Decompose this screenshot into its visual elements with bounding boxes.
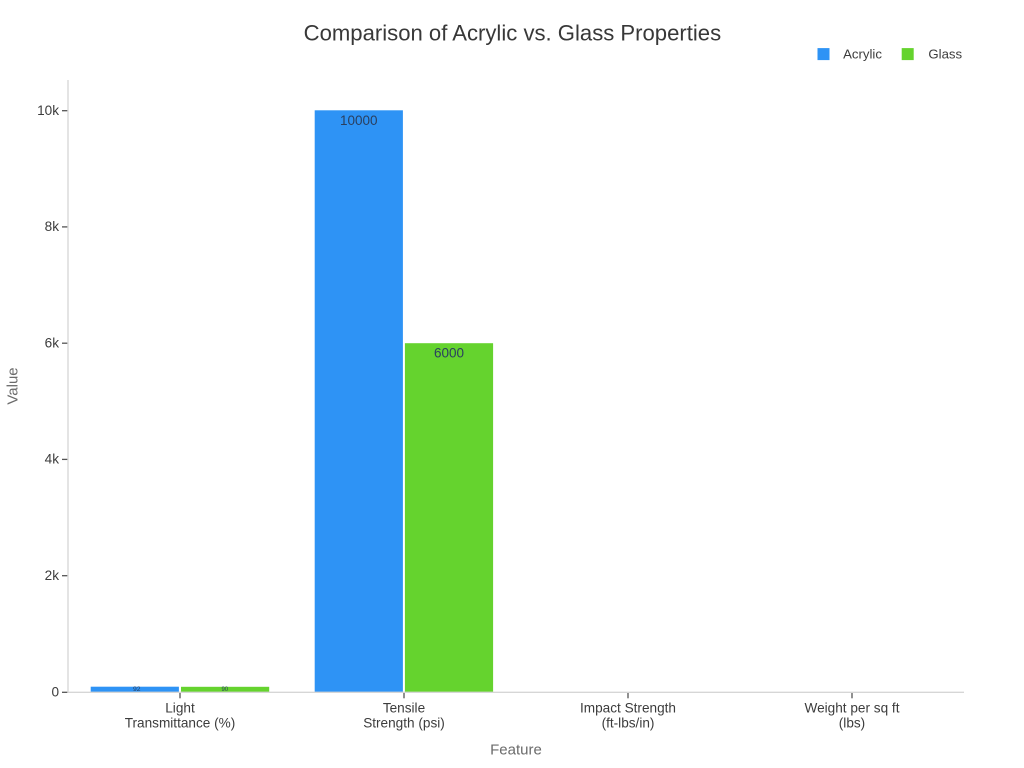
svg-text:2k: 2k: [45, 568, 60, 583]
svg-text:(lbs): (lbs): [839, 716, 865, 731]
svg-text:Value: Value: [5, 367, 22, 404]
svg-text:4k: 4k: [45, 452, 60, 467]
svg-text:Light: Light: [165, 701, 195, 716]
svg-text:Acrylic: Acrylic: [843, 46, 882, 61]
svg-text:Tensile: Tensile: [383, 701, 425, 716]
svg-text:Impact Strength: Impact Strength: [580, 701, 676, 716]
svg-text:Weight per sq ft: Weight per sq ft: [805, 701, 900, 716]
svg-text:92: 92: [133, 686, 141, 693]
svg-text:10k: 10k: [37, 103, 59, 118]
svg-text:90: 90: [221, 687, 228, 693]
svg-text:10000: 10000: [340, 113, 378, 128]
svg-text:Comparison of Acrylic vs. Glas: Comparison of Acrylic vs. Glass Properti…: [304, 20, 721, 45]
svg-text:6000: 6000: [434, 346, 464, 361]
svg-text:Glass: Glass: [928, 46, 962, 61]
svg-text:Strength (psi): Strength (psi): [363, 716, 445, 731]
svg-text:Transmittance (%): Transmittance (%): [125, 716, 236, 731]
svg-text:0: 0: [51, 685, 59, 700]
svg-text:6k: 6k: [45, 336, 60, 351]
svg-text:Feature: Feature: [490, 742, 542, 759]
svg-text:8k: 8k: [45, 219, 60, 234]
svg-text:(ft-lbs/in): (ft-lbs/in): [602, 716, 655, 731]
